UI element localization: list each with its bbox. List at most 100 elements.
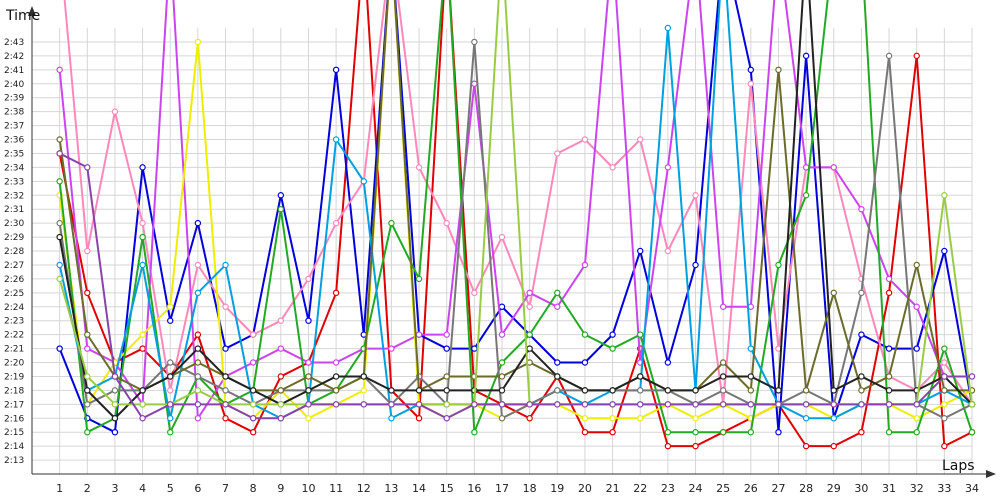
series-point [277,415,285,422]
series-point [747,428,755,436]
series-point [747,373,755,380]
series-point [941,247,948,255]
series-point [968,373,976,380]
series-point [360,401,367,408]
series-point [249,387,257,394]
series-point [111,108,119,115]
series-point [554,387,561,394]
series-point [84,401,91,408]
x-tick-label: 11 [329,482,343,495]
series-point [913,261,920,269]
y-tick-label: 2:33 [4,177,24,187]
series-point [941,359,948,366]
x-axis-title: Laps [942,458,975,474]
series-point [526,331,533,338]
series-point [747,345,755,352]
series-point [637,387,644,394]
series-point [84,373,91,380]
series-point [194,387,202,394]
series-point [913,415,920,422]
x-tick-label: 33 [937,482,951,495]
series-point [56,261,63,269]
y-tick-label: 2:26 [4,275,24,285]
series-point [443,401,450,408]
series-point [719,428,727,436]
y-tick-label: 2:43 [4,38,24,48]
series-point [332,219,340,227]
series-point [692,415,699,422]
series-point [332,359,340,366]
series-point [139,233,146,241]
x-tick-label: 30 [854,482,868,495]
series-point [194,289,202,297]
series-point [139,415,146,422]
series-point [194,38,202,46]
series-point [581,401,589,408]
series-point [360,178,367,185]
series-point [609,428,616,436]
series-point [941,401,948,408]
series-point [692,428,699,436]
series-point [194,401,202,408]
y-tick-label: 2:16 [4,414,24,424]
series-point [775,66,782,74]
series-point [498,233,506,241]
y-tick-label: 2:15 [4,428,24,438]
series-point [692,442,699,450]
series-point [775,261,782,269]
x-tick-label: 10 [301,482,315,495]
y-axis-arrow [28,6,36,16]
y-tick-label: 2:14 [4,442,24,452]
series-point [581,387,589,394]
series-point [332,66,340,74]
series-point [498,373,506,380]
series-point [222,387,229,394]
series-point [526,415,533,422]
series-point [498,359,506,366]
series-point [194,345,202,352]
series-point [167,303,174,310]
series-point [802,52,810,60]
series-point [443,415,450,422]
x-tick-label: 5 [167,482,174,495]
series-point [277,205,285,213]
series-point [609,331,616,338]
y-tick-label: 2:20 [4,359,24,369]
series-point [139,401,146,408]
series-point [415,415,423,422]
series-point [830,289,837,297]
y-tick-label: 2:39 [4,94,24,104]
x-tick-label: 14 [412,482,426,495]
x-tick-label: 7 [222,482,229,495]
series-point [277,373,285,380]
series-point [471,428,478,436]
y-tick-label: 2:29 [4,233,24,243]
x-tick-label: 12 [357,482,371,495]
series-point [305,387,312,394]
series-point [498,331,506,338]
series-line [59,152,972,420]
series-point [84,289,91,297]
y-tick-label: 2:36 [4,136,24,146]
series-point [84,428,91,436]
y-tick-label: 2:37 [4,122,24,132]
x-tick-label: 31 [882,482,896,495]
y-tick-label: 2:32 [4,191,24,201]
series-point [415,331,423,338]
series-point [471,345,478,352]
x-tick-label: 6 [194,482,201,495]
series-point [56,136,63,143]
series-point [747,401,755,408]
series-point [84,387,91,394]
y-tick-label: 2:25 [4,289,24,299]
series-point [332,401,340,408]
series-point [332,373,340,380]
x-tick-label: 28 [799,482,813,495]
series-point [664,401,672,408]
series-point [885,373,893,380]
series-point [249,428,257,436]
series-point [167,401,174,408]
x-tick-label: 2 [84,482,91,495]
x-tick-label: 1 [56,482,63,495]
series-point [858,205,865,213]
